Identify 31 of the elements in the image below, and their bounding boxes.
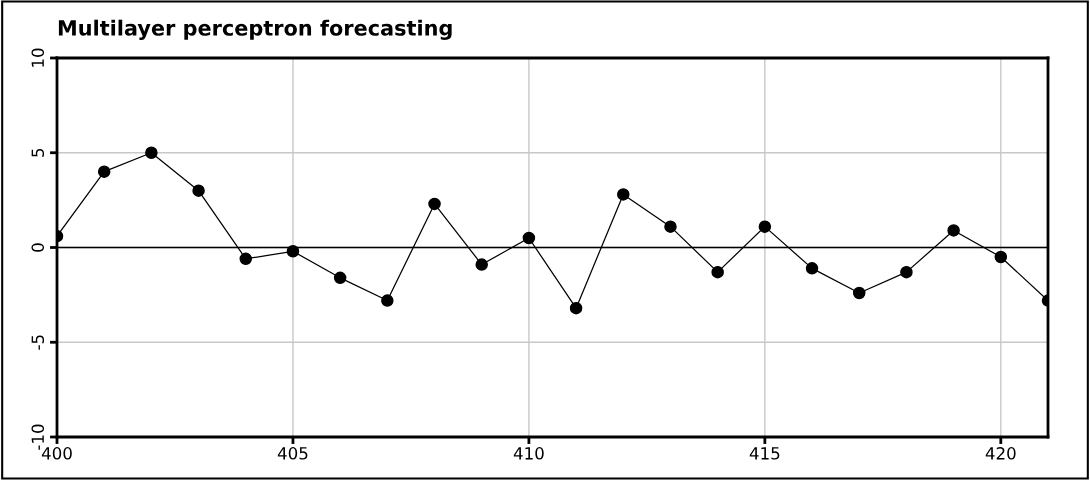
point: [145, 146, 158, 160]
point: [805, 262, 819, 275]
y-tick-label: 10: [31, 48, 45, 67]
x-tick-label: 400: [41, 447, 72, 460]
y-tick-label: 5: [31, 148, 45, 157]
point: [994, 250, 1008, 264]
point: [664, 220, 677, 233]
y-tick-label: -5: [31, 335, 45, 350]
point: [947, 224, 960, 237]
point: [522, 231, 536, 245]
point: [97, 165, 111, 178]
point: [428, 197, 441, 211]
point: [239, 252, 253, 266]
chart-title: Multilayer perceptron forecasting: [58, 19, 452, 40]
point: [333, 271, 347, 285]
point: [617, 188, 630, 201]
x-tick-label: 420: [985, 447, 1016, 460]
point: [381, 294, 394, 307]
point: [286, 245, 300, 258]
x-tick-label: 405: [277, 447, 308, 460]
point: [900, 265, 913, 279]
point: [475, 258, 488, 271]
point: [758, 220, 772, 233]
y-tick-label: 0: [31, 243, 45, 252]
point: [569, 301, 583, 315]
x-tick-label: 410: [513, 447, 544, 460]
point: [711, 265, 724, 279]
point: [192, 184, 205, 197]
y-tick-label: -10: [31, 424, 45, 450]
x-tick-label: 415: [749, 447, 780, 460]
point: [852, 286, 866, 300]
